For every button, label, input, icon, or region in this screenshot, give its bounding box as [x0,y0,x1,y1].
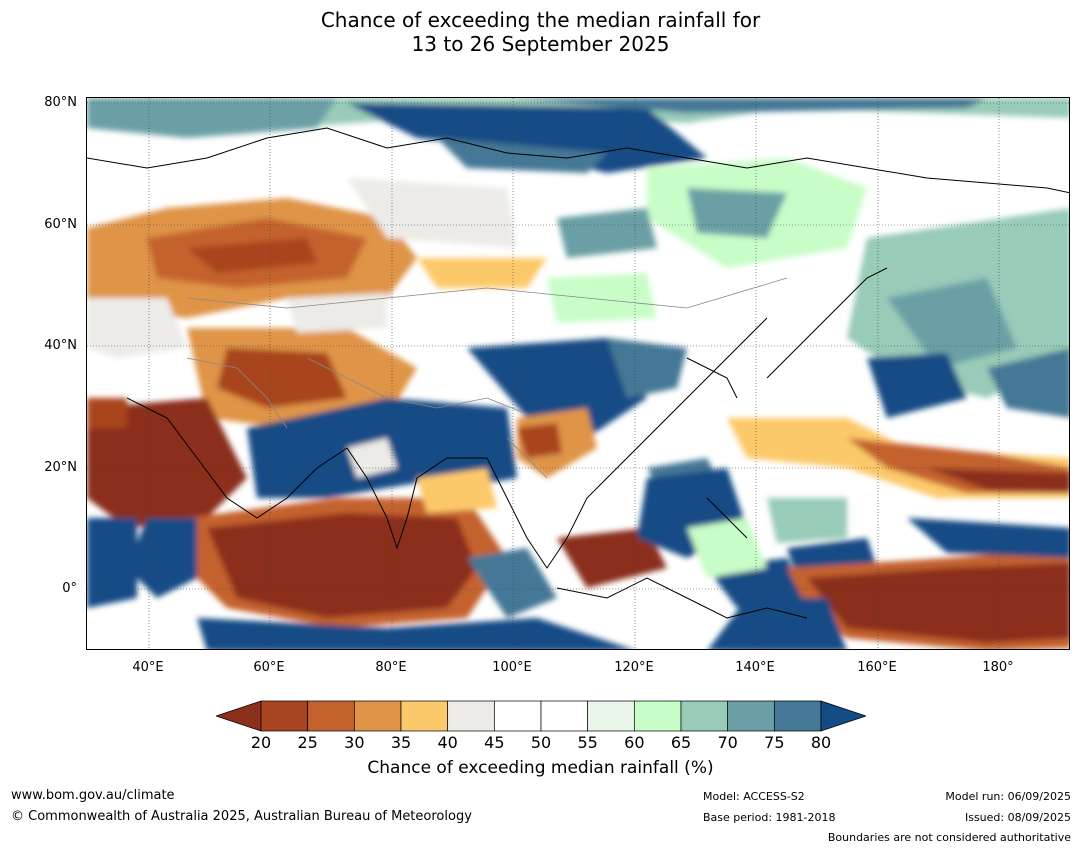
colorbar-extend-low [216,700,262,732]
colorbar-cell [587,700,635,732]
lon-label-80e: 80°E [375,660,407,675]
lon-label-160e: 160°E [857,660,897,675]
colorbar-tick-label: 20 [250,733,272,752]
colorbar-tick-label: 70 [717,733,738,752]
colorbar-cell [353,700,402,732]
colorbar-label: Chance of exceeding median rainfall (%) [367,758,714,778]
lat-label-40n: 40°N [44,338,77,353]
colorbar-cell [260,700,309,732]
title-line-1: Chance of exceeding the median rainfall … [320,8,761,32]
footer-copyright: © Commonwealth of Australia 2025, Austra… [11,809,472,824]
colorbar-tick-label: 40 [437,733,458,752]
colorbar-cell [773,700,822,732]
lon-label-120e: 120°E [614,660,654,675]
colorbar [216,700,866,732]
colorbar-cell [493,700,542,732]
lat-label-20n: 20°N [44,460,77,475]
colorbar-tick-label: 55 [577,733,598,752]
colorbar-tick-label: 60 [624,733,645,752]
colorbar-extend-high [820,700,866,732]
colorbar-cell [633,700,682,732]
lat-label-80n: 80°N [44,95,77,110]
coastlines [87,127,1069,619]
rainfall-field [87,98,1069,649]
footer-website: www.bom.gov.au/climate [11,788,175,803]
footer-disclaimer: Boundaries are not considered authoritat… [827,831,1071,844]
colorbar-tick-label: 80 [810,733,832,752]
lon-label-140e: 140°E [735,660,775,675]
footer-model-run: Model run: 06/09/2025 [945,790,1071,803]
colorbar-cell [727,700,775,732]
colorbar-cell [680,700,729,732]
colorbar-cells [216,700,866,732]
title-line-2: 13 to 26 September 2025 [411,32,670,56]
colorbar-tick-label: 25 [297,733,318,752]
lat-label-60n: 60°N [44,217,77,232]
colorbar-cell [400,700,449,732]
rainfall-map [86,97,1070,650]
colorbar-tick-label: 65 [670,733,692,752]
footer-model: Model: ACCESS-S2 [703,790,805,803]
lon-label-180: 180° [982,660,1014,675]
colorbar-cell [540,700,589,732]
colorbar-tick-label: 50 [530,733,552,752]
lon-label-60e: 60°E [253,660,285,675]
lat-label-0: 0° [62,581,77,596]
colorbar-cell [307,700,355,732]
lon-label-40e: 40°E [132,660,164,675]
colorbar-tick-label: 75 [764,733,785,752]
footer-issued: Issued: 08/09/2025 [964,811,1071,824]
country-borders [186,277,788,479]
chart-title: Chance of exceeding the median rainfall … [0,8,1081,56]
colorbar-cell [447,700,495,732]
colorbar-tick-label: 30 [344,733,365,752]
lon-label-100e: 100°E [492,660,532,675]
map-canvas [87,98,1069,649]
colorbar-tick-label: 45 [484,733,505,752]
colorbar-tick-label: 35 [390,733,412,752]
footer-base-period: Base period: 1981-2018 [703,811,836,824]
map-gridlines [87,98,1069,649]
